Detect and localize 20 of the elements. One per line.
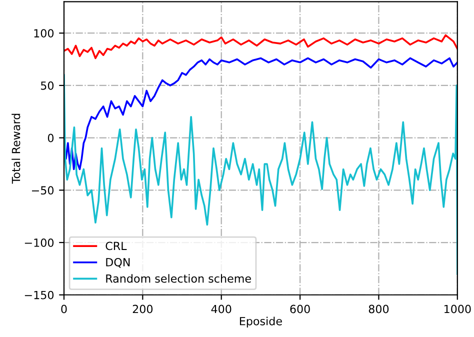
- y-axis-title: Total Reward: [12, 114, 20, 184]
- y-tick-label: 100: [34, 29, 54, 38]
- y-tick-label: 0: [48, 134, 54, 142]
- line-series: [64, 74, 458, 275]
- line-series: [64, 34, 458, 60]
- x-axis-title: Eposide: [240, 316, 282, 328]
- y-tick-label: −150: [24, 290, 54, 300]
- x-tick-label: 0: [61, 304, 67, 314]
- legend-label: CRL: [106, 242, 127, 250]
- x-tick-label: 1000: [444, 304, 471, 314]
- y-tick-label: −100: [24, 238, 54, 247]
- y-tick-label: 50: [40, 81, 54, 90]
- x-tick-label: 400: [211, 304, 232, 314]
- x-tick-label: 200: [132, 304, 153, 314]
- legend-label: DQN: [106, 258, 130, 268]
- legend-label: Random selection scheme: [106, 274, 251, 283]
- x-tick-label: 600: [290, 304, 310, 314]
- y-tick-label: −50: [32, 186, 54, 195]
- line-series: [64, 57, 458, 170]
- x-tick-label: 800: [368, 304, 389, 314]
